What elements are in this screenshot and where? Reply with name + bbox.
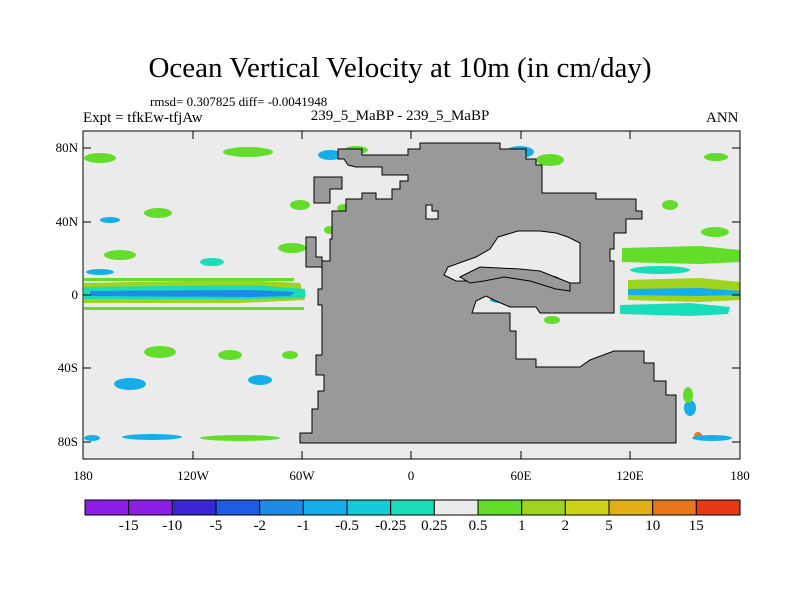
cyan-patch <box>200 258 224 266</box>
green-patch <box>544 316 560 324</box>
green-patch <box>536 154 564 166</box>
green-patch <box>701 227 729 237</box>
colorbar-label: -5 <box>209 518 223 534</box>
cyan-patch <box>630 266 690 274</box>
inner-sea-land <box>458 266 571 292</box>
colorbar-box <box>390 499 435 516</box>
equatorial-blue-band <box>90 290 295 297</box>
colorbar-label: -15 <box>118 518 139 534</box>
colorbar-box <box>608 499 654 516</box>
small-islet <box>425 204 439 220</box>
colorbar-label: -1 <box>297 518 310 534</box>
green-patch <box>282 351 298 359</box>
y-tick-label: 40S <box>57 360 78 375</box>
cyan-patch <box>692 435 732 441</box>
colorbar-label: -0.25 <box>375 518 407 534</box>
west-pacific-green-band <box>622 246 740 264</box>
west-pacific-cyan-band <box>628 288 740 296</box>
cyan-patch <box>114 378 146 390</box>
colorbar-box <box>521 499 566 516</box>
colorbar-label: 5 <box>605 518 613 534</box>
y-tick-label: 0 <box>71 287 79 302</box>
west-island <box>305 236 323 268</box>
y-tick-label: 40N <box>55 214 78 229</box>
west-pacific-teal-band <box>620 303 730 316</box>
x-tick-label: 60W <box>289 468 315 483</box>
colorbar-label: -10 <box>162 518 183 534</box>
cyan-patch <box>684 400 696 416</box>
green-patch <box>683 387 693 403</box>
x-tick-label: 120W <box>177 468 209 483</box>
equatorial-green-strip <box>84 278 294 281</box>
green-patch <box>662 200 678 210</box>
green-patch <box>84 153 116 163</box>
cyan-patch <box>100 217 120 223</box>
experiment-label: Expt = tfkEw-tfjAw <box>83 110 203 126</box>
colorbar-box <box>346 499 392 516</box>
colorbar-label: 0.25 <box>421 518 448 534</box>
green-patch <box>200 435 280 441</box>
land-mask <box>299 142 677 444</box>
cyan-patch <box>318 150 342 160</box>
colorbar-box <box>695 499 741 516</box>
green-patch <box>704 153 728 161</box>
cyan-patch <box>122 434 182 440</box>
green-patch <box>218 350 242 360</box>
green-patch <box>290 200 310 210</box>
y-tick-label: 80N <box>55 140 78 155</box>
ocean-field <box>84 146 740 441</box>
colorbar-label: 0.5 <box>468 518 488 534</box>
green-patch <box>144 346 176 358</box>
x-tick-label: 180 <box>73 468 93 483</box>
colorbar-label: 1 <box>517 518 526 534</box>
colorbar-box <box>433 499 479 516</box>
season-label: ANN <box>706 110 739 126</box>
x-tick-label: 0 <box>407 468 415 483</box>
cyan-patch <box>86 269 114 275</box>
cyan-patch <box>248 375 272 385</box>
x-tick-label: 180 <box>730 468 750 483</box>
colorbar-box <box>128 499 173 516</box>
green-patch <box>278 243 306 253</box>
plot-title: Ocean Vertical Velocity at 10m (in cm/da… <box>148 52 652 84</box>
colorbar-box <box>477 499 523 516</box>
green-patch <box>104 250 136 260</box>
colorbar-label: 10 <box>645 518 661 534</box>
colorbar-box <box>302 499 348 516</box>
colorbar-box <box>564 499 610 516</box>
y-tick-label: 80S <box>57 434 78 449</box>
x-tick-label: 120E <box>616 468 644 483</box>
axis-ticks <box>82 131 741 459</box>
cyan-patch <box>84 435 100 441</box>
colorbar-box <box>652 499 697 516</box>
case-label: 239_5_MaBP - 239_5_MaBP <box>310 108 490 124</box>
colorbar <box>84 499 741 516</box>
colorbar-label: -0.5 <box>335 518 359 534</box>
colorbar-box <box>84 499 130 516</box>
colorbar-box <box>171 499 217 516</box>
x-tick-label: 60E <box>510 468 532 483</box>
colorbar-label: 2 <box>561 518 570 534</box>
rmsd-diff-stats: rmsd= 0.307825 diff= -0.0041948 <box>150 94 328 109</box>
colorbar-label: -2 <box>253 518 266 534</box>
green-patch <box>144 208 172 218</box>
north-island <box>313 176 343 204</box>
colorbar-box <box>259 499 304 516</box>
colorbar-box <box>215 499 261 516</box>
colorbar-label: 15 <box>688 518 704 534</box>
equatorial-green-strip <box>84 307 304 310</box>
green-patch <box>223 147 273 157</box>
